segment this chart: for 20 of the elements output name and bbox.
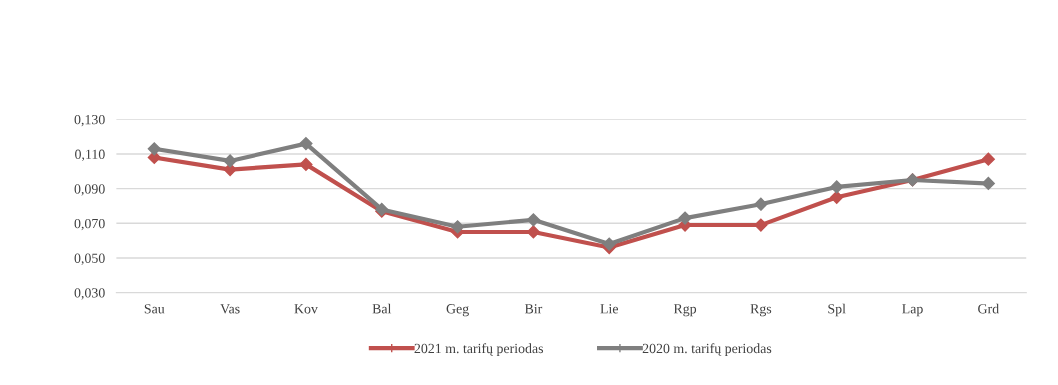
y-tick-label: 0,090 [74,184,105,196]
x-tick-label: Grd [978,303,999,314]
x-tick-label: Bal [372,303,392,314]
y-tick-label: 0,070 [74,218,105,231]
x-tick-label: Rgs [750,304,772,317]
y-tick-label: 0,050 [74,253,105,265]
y-tick-label: 0,110 [75,149,105,161]
x-tick-label: Bir [524,304,543,314]
y-tick-label: 0,130 [74,114,105,127]
legend-label: 2020 m. tarifų periodas [642,343,772,356]
legend-label: 2021 m. tarifų periodas [414,343,544,356]
x-tick-label: Lie [600,304,618,314]
y-tick-label: 0,030 [74,288,105,300]
x-tick-label: Kov [294,304,318,314]
x-tick-label: Vas [220,304,240,314]
x-tick-label: Spl [828,303,846,317]
x-tick-label: Lap [902,304,923,317]
x-tick-label: Rgp [673,304,697,317]
x-tick-label: Sau [144,304,165,314]
x-tick-label: Geg [446,304,469,317]
